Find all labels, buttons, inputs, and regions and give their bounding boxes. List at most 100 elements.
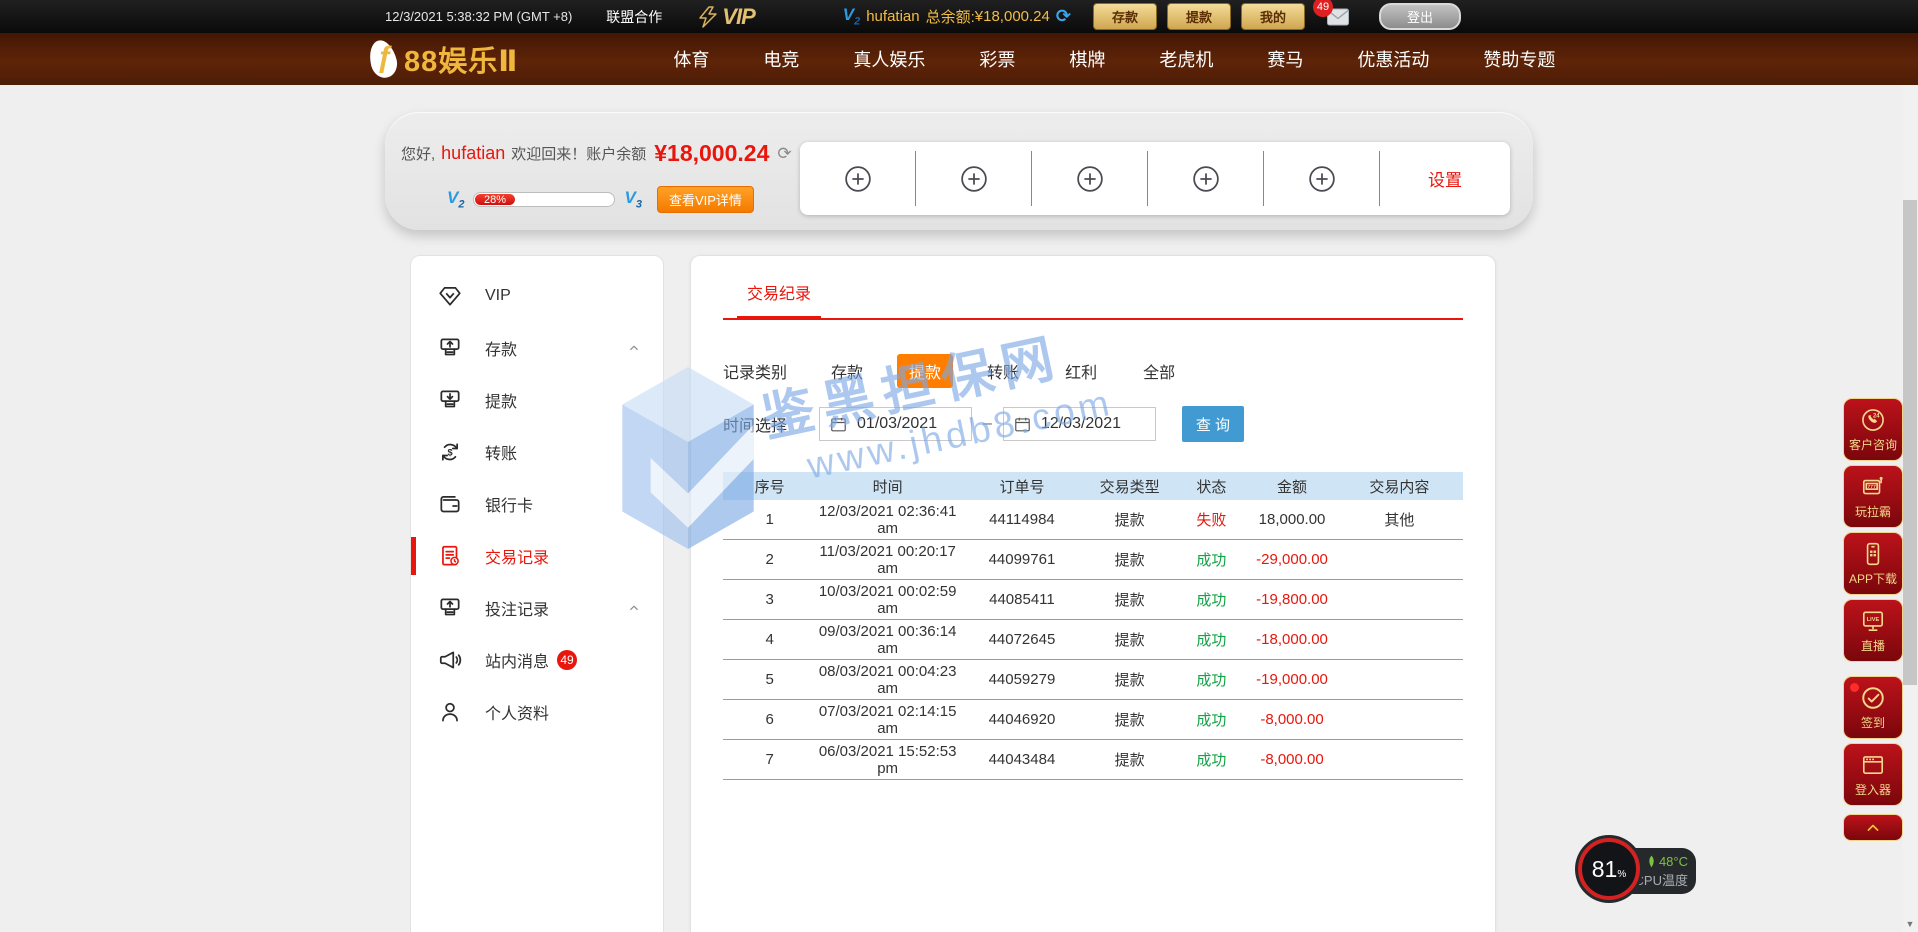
date-from-input[interactable]: 01/03/2021 — [819, 407, 973, 441]
nav-item[interactable]: 优惠活动 — [1357, 50, 1430, 70]
filter-chip[interactable]: 全部 — [1143, 365, 1176, 382]
cell-order-number: 44099761 — [988, 551, 1056, 568]
sidebar-item[interactable]: 提款 — [411, 374, 663, 426]
sidebar-item[interactable]: VIP — [411, 270, 663, 322]
plus-circle-icon — [1307, 164, 1337, 194]
quick-action-add[interactable] — [916, 151, 1032, 206]
nav-item[interactable]: 彩票 — [979, 50, 1016, 70]
sidebar-item[interactable]: 投注记录 — [411, 582, 663, 634]
sidebar-item[interactable]: 银行卡 — [411, 478, 663, 530]
top-bar: 12/3/2021 5:38:32 PM (GMT +8) 联盟合作 VIP V… — [0, 0, 1918, 33]
sidebar-item[interactable]: 站内消息 49 — [411, 634, 663, 686]
logout-button[interactable]: 登出 — [1379, 3, 1462, 30]
logo-text: 88娱乐Ⅱ — [404, 46, 519, 78]
live-stream-icon — [1860, 608, 1886, 634]
cell-index: 2 — [765, 551, 774, 568]
account-banner: 您好, hufatian 欢迎回来！账户余额 ¥18,000.24 ⟳ V2 2… — [385, 112, 1533, 230]
scrollbar-down-arrow[interactable]: ▼ — [1905, 919, 1915, 929]
date-separator: – — [983, 415, 992, 432]
floating-button[interactable]: 直播 — [1843, 599, 1903, 662]
refresh-icon[interactable]: ⟳ — [777, 143, 792, 163]
vip-logo-text: VIP — [722, 3, 755, 29]
logo-mark-icon: ƒ — [365, 37, 402, 81]
nav-item[interactable]: 电竞 — [763, 50, 800, 70]
cpu-percent-unit: % — [1617, 869, 1627, 880]
cpu-widget: 48°C CPU温度 81 % — [1578, 838, 1696, 904]
vip-level-icon: V2 — [842, 5, 861, 28]
filter-chip[interactable]: 转账 — [987, 365, 1020, 382]
messages-envelope-icon[interactable]: 49 — [1313, 0, 1351, 27]
filter-label: 记录类别 — [723, 365, 788, 382]
cell-type: 提款 — [1114, 752, 1145, 769]
floating-button[interactable]: APP下载 — [1843, 532, 1903, 595]
withdraw-icon — [437, 387, 463, 413]
message-count-badge: 49 — [1313, 0, 1333, 17]
mine-button[interactable]: 我的 — [1240, 3, 1305, 30]
nav-item[interactable]: 赞助专题 — [1483, 50, 1556, 70]
cell-amount: -8,000.00 — [1260, 711, 1324, 728]
site-logo[interactable]: ƒ 88娱乐Ⅱ — [365, 37, 519, 81]
floating-rail: 客户咨询 玩拉霸 APP下载 直播 签到 登入器 — [1843, 398, 1903, 841]
floating-button-label: 玩拉霸 — [1854, 504, 1891, 519]
welcome-line: 您好, hufatian 欢迎回来！账户余额 ¥18,000.24 ⟳ — [401, 140, 792, 167]
flash-icon — [696, 5, 720, 29]
cell-type: 提款 — [1114, 672, 1145, 689]
datetime: 12/3/2021 5:38:32 PM (GMT +8) — [385, 9, 573, 24]
page-scrollbar[interactable]: ▼ — [1902, 85, 1918, 932]
withdraw-button[interactable]: 提款 — [1166, 3, 1231, 30]
cell-amount: -29,000.00 — [1256, 551, 1328, 568]
cell-time: 09/03/2021 00:36:14 am — [818, 622, 957, 657]
sidebar-item[interactable]: 存款 — [411, 322, 663, 374]
quick-action-add[interactable] — [1264, 151, 1380, 206]
alliance-link[interactable]: 联盟合作 — [606, 8, 663, 25]
cpu-label: CPU温度 — [1634, 872, 1688, 888]
nav-item[interactable]: 棋牌 — [1069, 50, 1106, 70]
floating-button[interactable]: 登入器 — [1843, 743, 1903, 806]
cell-order-number: 44114984 — [989, 511, 1055, 528]
nav-item[interactable]: 真人娱乐 — [853, 50, 926, 70]
nav-item[interactable]: 老虎机 — [1159, 50, 1214, 70]
date-to-input[interactable]: 12/03/2021 — [1002, 407, 1156, 441]
cell-content: 其他 — [1384, 512, 1415, 529]
vip-logo[interactable]: VIP — [696, 3, 756, 30]
refresh-balance-icon[interactable]: ⟳ — [1055, 6, 1071, 27]
calendar-icon — [829, 415, 848, 434]
cell-time: 08/03/2021 00:04:23 am — [818, 662, 957, 697]
deposit-button[interactable]: 存款 — [1092, 3, 1157, 30]
sidebar-item[interactable]: 交易记录 — [411, 530, 663, 582]
slot-machine-icon — [1860, 474, 1886, 500]
filter-chip[interactable]: 存款 — [831, 365, 864, 382]
cell-amount: -18,000.00 — [1256, 631, 1328, 648]
nav-menu: 体育 电竞 真人娱乐 彩票 棋牌 老虎机 赛马 优惠活动 赞助专题 — [673, 46, 1555, 72]
unread-count-badge: 49 — [557, 650, 578, 670]
cell-order-number: 44085411 — [989, 591, 1055, 608]
nav-item[interactable]: 体育 — [673, 50, 710, 70]
sidebar-item[interactable]: 个人资料 — [411, 686, 663, 738]
calendar-icon — [1013, 415, 1032, 434]
back-to-top-button[interactable] — [1843, 814, 1903, 841]
floating-button[interactable]: 玩拉霸 — [1843, 465, 1903, 528]
cell-type: 提款 — [1114, 552, 1145, 569]
table-row: 7 06/03/2021 15:52:53 pm 44043484 提款 成功 … — [723, 740, 1463, 780]
floating-button[interactable]: 签到 — [1843, 676, 1903, 739]
scrollbar-thumb[interactable] — [1903, 200, 1917, 685]
floating-button[interactable]: 客户咨询 — [1843, 398, 1903, 461]
sidebar-item[interactable]: 转账 — [411, 426, 663, 478]
cell-time: 07/03/2021 02:14:15 am — [818, 702, 957, 737]
filter-chip[interactable]: 红利 — [1065, 365, 1098, 382]
quick-action-add[interactable] — [1032, 151, 1148, 206]
table-header-cell: 金额 — [1277, 478, 1308, 496]
floating-button-label: 登入器 — [1854, 782, 1891, 797]
filter-chip[interactable]: 提款 — [897, 354, 954, 388]
quick-action-add[interactable] — [800, 151, 916, 206]
vip-detail-button[interactable]: 查看VIP详情 — [656, 186, 754, 213]
tab-transaction-records[interactable]: 交易纪录 — [737, 276, 822, 320]
cell-amount: 18,000.00 — [1258, 511, 1326, 528]
cell-status: 成功 — [1196, 672, 1227, 689]
cell-index: 3 — [765, 591, 774, 608]
settings-button[interactable]: 设置 — [1428, 171, 1462, 190]
search-button[interactable]: 查 询 — [1181, 406, 1244, 442]
floating-button-label: APP下载 — [1848, 571, 1897, 586]
nav-item[interactable]: 赛马 — [1267, 50, 1304, 70]
quick-action-add[interactable] — [1148, 151, 1264, 206]
